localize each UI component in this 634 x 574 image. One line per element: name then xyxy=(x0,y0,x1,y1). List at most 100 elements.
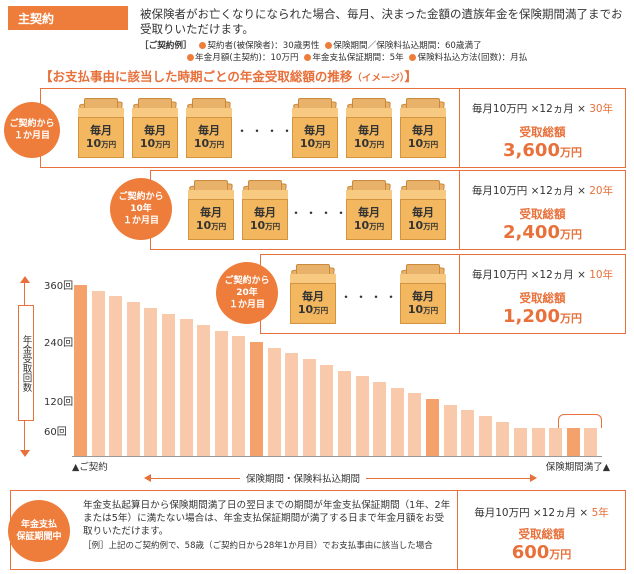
bar xyxy=(584,427,598,456)
box-amount: 10万円 xyxy=(407,303,439,316)
section-tag-main-contract: 主契約 xyxy=(8,6,128,30)
bar xyxy=(162,313,175,456)
y-tick-label: 120回 xyxy=(44,397,74,408)
bar xyxy=(179,319,193,456)
bar xyxy=(390,387,404,456)
bar xyxy=(461,410,475,456)
bar xyxy=(355,376,369,456)
ellipsis: ・・・・・ xyxy=(236,124,312,138)
trend-title: 【お支払事由に該当した時期ごとの年金受取総額の推移（イメージ）】 xyxy=(40,69,417,84)
bar xyxy=(126,302,140,456)
timing-circle-2: ご契約から 10年 １か月目 xyxy=(110,178,172,240)
example-item: 保険期間／保険料払込期間：60歳満了 xyxy=(333,41,482,51)
guarantee-note: ［例］上記のご契約例で、58歳（ご契約日から28年1か月目）でお支払事由に該当し… xyxy=(83,541,433,551)
box-amount: 10万円 xyxy=(85,137,117,150)
money-box-icon: 毎月 10万円 xyxy=(346,180,392,240)
y-arrow-down-icon xyxy=(20,450,30,457)
ellipsis: ・・・・・ xyxy=(340,290,416,304)
guarantee-summary: 毎月10万円 ×12ヵ月 × 5年 受取総額 600万円 xyxy=(457,491,625,569)
box-label: 毎月 xyxy=(412,290,434,303)
box-amount: 10万円 xyxy=(139,137,171,150)
term-end-label: 保険期間満了▲ xyxy=(545,462,610,473)
money-box-icon: 毎月 10万円 xyxy=(290,264,336,324)
timing-circle-1: ご契約から １か月目 xyxy=(4,102,60,158)
contract-example: ［ご契約例］ 契約者(被保険者)：30歳男性 保険期間／保険料払込期間：60歳満… xyxy=(140,40,630,64)
bullet-icon xyxy=(409,53,417,61)
timing-circle-3: ご契約から 20年 １か月目 xyxy=(216,262,278,324)
contract-start-label: ▲ご契約 xyxy=(72,462,108,473)
box-amount: 10万円 xyxy=(407,219,439,232)
box-label: 毎月 xyxy=(358,206,380,219)
bullet-icon xyxy=(325,41,333,49)
bar xyxy=(566,427,580,456)
bar xyxy=(373,381,387,456)
guarantee-text: 年金支払起算日から保険期間満了日の翌日までの期間が年金支払保証期間（1年、2年ま… xyxy=(83,500,451,537)
bar xyxy=(320,364,334,456)
arrow-right-icon xyxy=(530,474,537,482)
box-amount: 10万円 xyxy=(193,137,225,150)
bar xyxy=(144,307,158,456)
bar xyxy=(74,285,87,456)
box-label: 毎月 xyxy=(198,124,220,137)
bar xyxy=(531,427,545,456)
bar xyxy=(250,342,263,456)
payout-summary: 毎月10万円 ×12ヵ月 × 20年 受取総額 2,400万円 xyxy=(459,171,625,249)
money-box-icon: 毎月 10万円 xyxy=(400,264,446,324)
box-amount: 10万円 xyxy=(297,303,329,316)
bar xyxy=(338,370,351,456)
bar xyxy=(426,399,439,456)
box-label: 毎月 xyxy=(144,124,166,137)
guarantee-box: 年金支払起算日から保険期間満了日の翌日までの期間が年金支払保証期間（1年、2年ま… xyxy=(10,490,626,570)
period-label: 保険期間・保険料払込期間 xyxy=(240,471,367,485)
bullet-icon xyxy=(187,53,194,61)
money-box-icon: 毎月 10万円 xyxy=(186,98,232,158)
bar xyxy=(214,330,228,456)
bar xyxy=(285,353,299,456)
example-item: 年金支払保証期間：5年 xyxy=(312,53,404,63)
box-amount: 10万円 xyxy=(299,137,331,150)
box-label: 毎月 xyxy=(254,206,276,219)
payout-summary: 毎月10万円 ×12ヵ月 × 30年 受取総額 3,600万円 xyxy=(459,89,625,167)
box-label: 毎月 xyxy=(304,124,326,137)
box-label: 毎月 xyxy=(90,124,112,137)
guarantee-bracket xyxy=(558,414,602,428)
example-item: 年金月額(主契約)：10万円 xyxy=(195,53,299,63)
box-label: 毎月 xyxy=(412,124,434,137)
box-label: 毎月 xyxy=(358,124,380,137)
bar xyxy=(302,359,316,456)
bar xyxy=(408,393,422,456)
money-box-icon: 毎月 10万円 xyxy=(292,98,338,158)
bar xyxy=(232,336,246,456)
example-tag: ［ご契約例］ xyxy=(140,41,192,51)
bar xyxy=(478,416,492,456)
box-amount: 10万円 xyxy=(353,137,385,150)
ellipsis: ・・・・・ xyxy=(290,206,366,220)
money-box-icon: 毎月 10万円 xyxy=(346,98,392,158)
y-arrow-up-icon xyxy=(20,276,30,283)
bar xyxy=(109,296,123,456)
money-box-icon: 毎月 10万円 xyxy=(400,180,446,240)
bar xyxy=(549,427,563,456)
intro-text: 被保険者がお亡くなりになられた場合、毎月、決まった金額の遺族年金を保険期間満了ま… xyxy=(140,7,623,36)
money-box-icon: 毎月 10万円 xyxy=(78,98,124,158)
bar xyxy=(91,290,105,456)
money-box-icon: 毎月 10万円 xyxy=(132,98,178,158)
box-label: 毎月 xyxy=(302,290,324,303)
x-axis-baseline xyxy=(72,456,602,457)
bar xyxy=(443,404,457,456)
bar xyxy=(267,347,281,456)
bar xyxy=(197,324,211,456)
example-item: 保険料払込方法(回数)：月払 xyxy=(417,53,528,63)
box-amount: 10万円 xyxy=(353,219,385,232)
y-axis-label: 年金受取回数 xyxy=(18,305,34,421)
y-tick-label: 60回 xyxy=(44,427,67,438)
box-amount: 10万円 xyxy=(407,137,439,150)
box-label: 毎月 xyxy=(200,206,222,219)
bar xyxy=(496,421,510,456)
money-box-icon: 毎月 10万円 xyxy=(188,180,234,240)
bullet-icon xyxy=(304,53,312,61)
box-label: 毎月 xyxy=(412,206,434,219)
bullet-icon xyxy=(199,41,207,49)
box-amount: 10万円 xyxy=(249,219,281,232)
money-box-icon: 毎月 10万円 xyxy=(400,98,446,158)
